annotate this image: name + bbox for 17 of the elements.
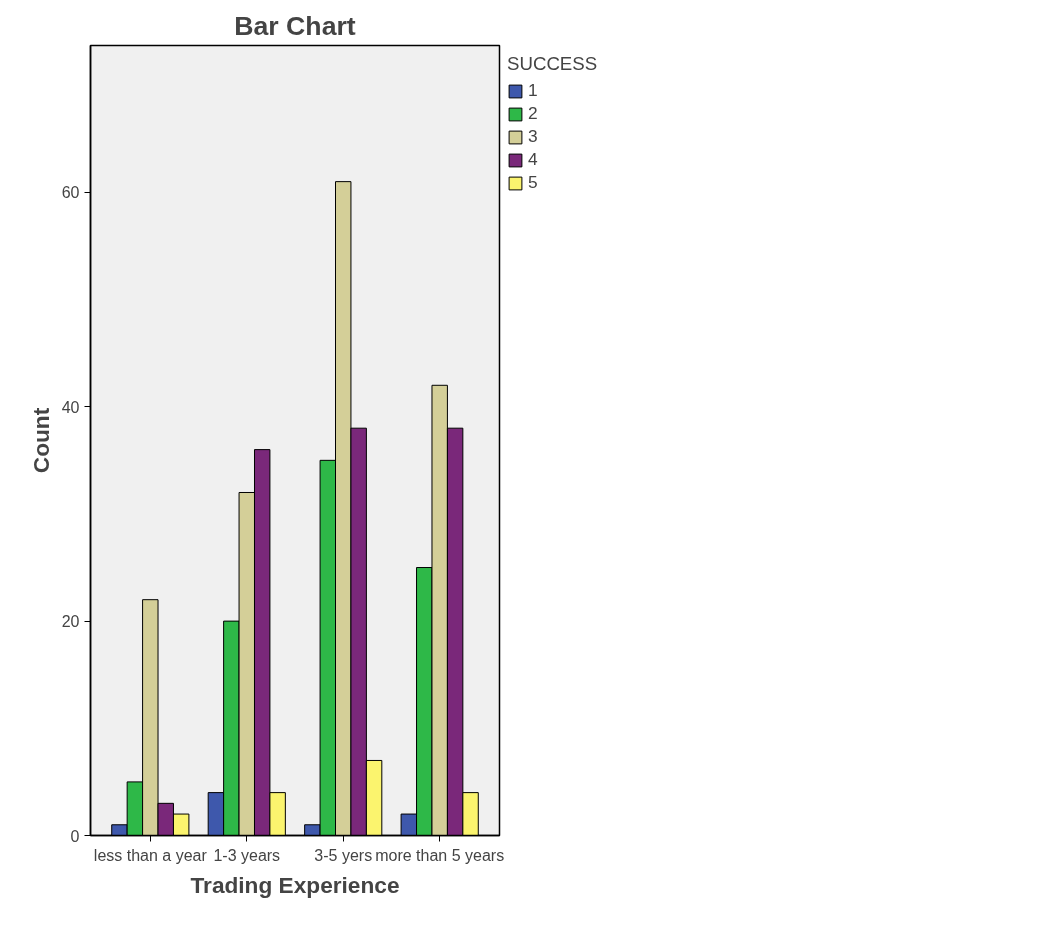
x-tick-label: 1-3 years (213, 846, 281, 864)
legend-label: 2 (528, 103, 539, 124)
legend-label: 3 (528, 126, 539, 147)
x-axis-title: Trading Experience (190, 871, 400, 898)
legend-label: 4 (528, 149, 539, 170)
y-tick-label: 40 (61, 398, 80, 416)
legend-label: 5 (528, 172, 539, 193)
y-tick-label: 0 (70, 827, 80, 845)
legend-title: SUCCESS (507, 53, 598, 75)
chart-title: Bar Chart (234, 10, 356, 41)
y-tick-label: 60 (61, 184, 80, 202)
x-tick-label: less than a year (93, 846, 208, 864)
y-tick-label: 20 (61, 613, 80, 631)
y-axis-title: Count (27, 407, 54, 474)
x-tick-label: more than 5 years (375, 846, 505, 864)
legend-label: 1 (528, 80, 539, 101)
x-tick-label: 3-5 yers (314, 846, 373, 864)
